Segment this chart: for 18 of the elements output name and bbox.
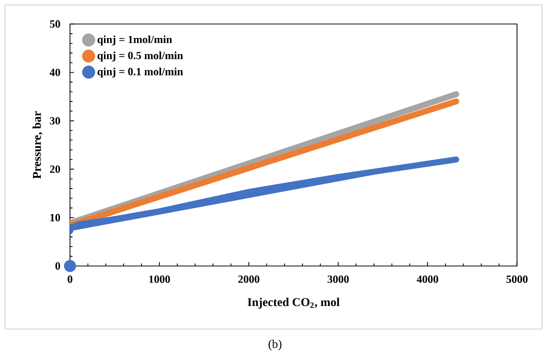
x-tick-label: 4000	[416, 276, 438, 283]
legend-label: qinj = 0.1 mol/min	[98, 68, 183, 78]
y-tick-label: 40	[50, 68, 60, 76]
legend-label: qinj = 0.5 mol/min	[98, 52, 183, 62]
x-axis-title: Injected CO$_{2}$, mol	[248, 298, 340, 309]
y-tick-label: 50	[50, 20, 60, 28]
x-tick-label: 2000	[238, 276, 260, 283]
x-tick-label: 1000	[149, 276, 170, 283]
y-tick-label: 10	[50, 214, 60, 222]
y-tick-label: 0	[55, 262, 60, 270]
text: (b)	[268, 340, 282, 350]
legend-label: qinj = 1mol/min	[98, 35, 172, 46]
x-tick-label: 5000	[506, 276, 528, 283]
y-axis-title: Pressure, bar	[32, 111, 43, 179]
x-tick-label: 0	[68, 276, 72, 283]
y-tick-label: 30	[50, 117, 60, 124]
x-tick-label: 3000	[328, 276, 349, 283]
y-tick-label: 20	[50, 166, 60, 173]
